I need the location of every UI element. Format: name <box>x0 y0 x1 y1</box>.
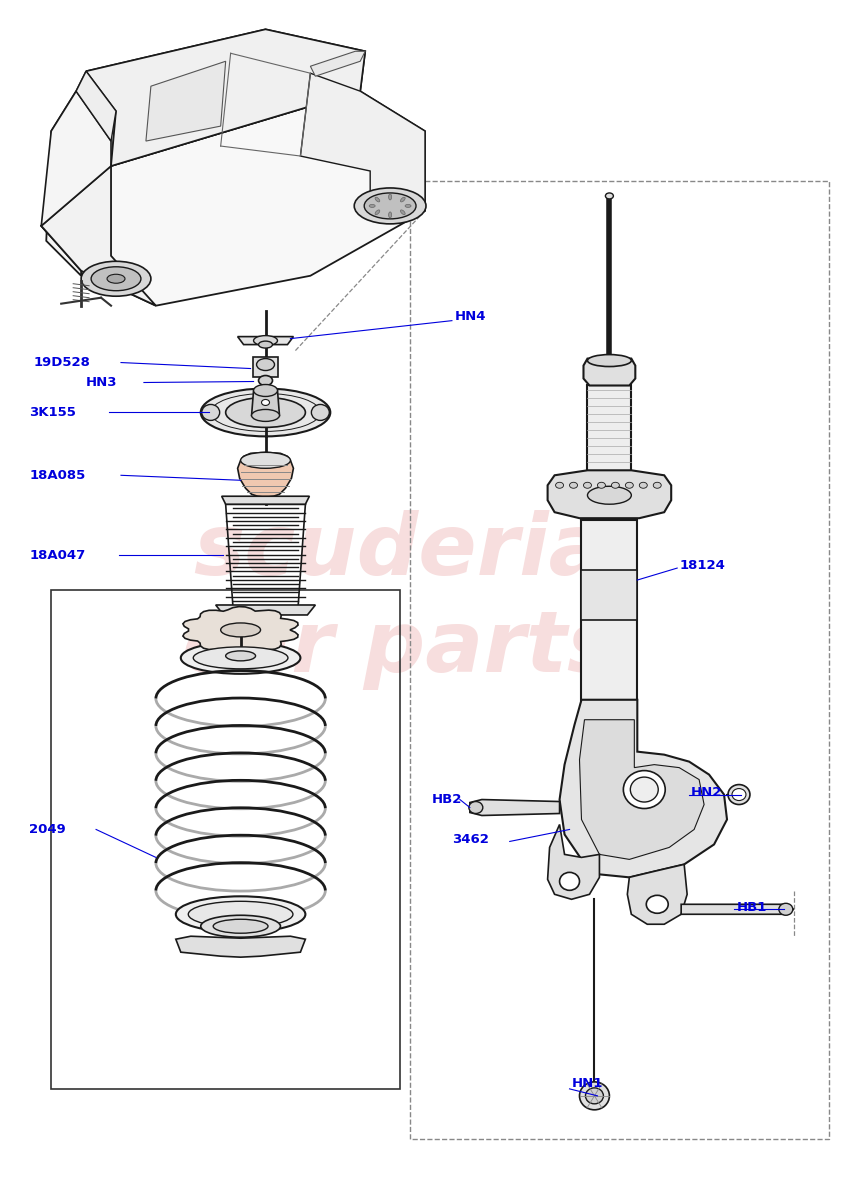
Text: HN3: HN3 <box>86 376 118 389</box>
Ellipse shape <box>587 354 630 366</box>
Text: HN2: HN2 <box>690 786 722 799</box>
Ellipse shape <box>240 452 290 468</box>
Ellipse shape <box>253 336 277 346</box>
Text: HN4: HN4 <box>454 310 486 323</box>
Polygon shape <box>216 605 315 614</box>
Text: 18A047: 18A047 <box>29 548 85 562</box>
Ellipse shape <box>400 197 405 202</box>
Ellipse shape <box>354 188 425 224</box>
Polygon shape <box>238 337 293 344</box>
Ellipse shape <box>731 788 746 800</box>
Ellipse shape <box>188 901 292 928</box>
Ellipse shape <box>579 1082 608 1110</box>
Polygon shape <box>251 390 279 415</box>
Ellipse shape <box>200 389 330 437</box>
Polygon shape <box>310 52 365 77</box>
Ellipse shape <box>369 204 375 208</box>
Ellipse shape <box>778 904 792 916</box>
Polygon shape <box>626 864 687 924</box>
Ellipse shape <box>375 210 379 215</box>
Polygon shape <box>583 359 635 385</box>
Polygon shape <box>86 29 365 166</box>
Ellipse shape <box>226 397 305 427</box>
Ellipse shape <box>389 212 391 218</box>
Ellipse shape <box>253 384 277 396</box>
Ellipse shape <box>583 482 590 488</box>
Ellipse shape <box>181 642 300 674</box>
Ellipse shape <box>256 359 274 371</box>
Ellipse shape <box>193 647 288 668</box>
Ellipse shape <box>638 482 647 488</box>
Text: 18124: 18124 <box>678 558 724 571</box>
Ellipse shape <box>625 482 632 488</box>
Ellipse shape <box>587 486 630 504</box>
Ellipse shape <box>555 482 563 488</box>
Text: 18A085: 18A085 <box>29 469 85 481</box>
Polygon shape <box>76 71 116 142</box>
Ellipse shape <box>375 197 379 202</box>
Ellipse shape <box>311 404 329 420</box>
Ellipse shape <box>221 623 260 637</box>
Ellipse shape <box>176 896 305 932</box>
Ellipse shape <box>226 650 256 661</box>
Polygon shape <box>300 73 424 211</box>
Text: 19D528: 19D528 <box>33 356 90 370</box>
Polygon shape <box>681 905 793 914</box>
Bar <box>252 356 278 377</box>
Ellipse shape <box>251 409 279 421</box>
Ellipse shape <box>646 895 667 913</box>
Ellipse shape <box>91 266 141 290</box>
Text: scuderia
car parts: scuderia car parts <box>181 510 618 690</box>
Ellipse shape <box>405 204 411 208</box>
Ellipse shape <box>605 193 613 199</box>
Ellipse shape <box>727 785 749 804</box>
Polygon shape <box>559 700 726 877</box>
Polygon shape <box>581 520 636 700</box>
Ellipse shape <box>106 275 125 283</box>
Ellipse shape <box>623 770 665 809</box>
Ellipse shape <box>213 919 268 934</box>
Polygon shape <box>176 936 305 958</box>
Ellipse shape <box>469 802 482 814</box>
Polygon shape <box>581 570 636 620</box>
Polygon shape <box>222 497 309 504</box>
Ellipse shape <box>389 194 391 200</box>
Text: 3462: 3462 <box>452 833 488 846</box>
Polygon shape <box>146 61 226 142</box>
Ellipse shape <box>200 916 280 937</box>
Text: 2049: 2049 <box>29 823 66 836</box>
Polygon shape <box>41 166 156 306</box>
Ellipse shape <box>630 778 658 802</box>
Text: HB1: HB1 <box>736 901 767 913</box>
Ellipse shape <box>258 341 272 348</box>
Polygon shape <box>547 470 671 518</box>
Polygon shape <box>238 452 293 497</box>
Polygon shape <box>579 720 703 859</box>
Ellipse shape <box>262 400 269 406</box>
Polygon shape <box>547 824 599 899</box>
Ellipse shape <box>611 482 619 488</box>
Ellipse shape <box>81 262 151 296</box>
Text: 3K155: 3K155 <box>29 406 76 419</box>
Polygon shape <box>587 385 630 520</box>
Polygon shape <box>41 91 111 226</box>
Polygon shape <box>86 29 365 166</box>
Ellipse shape <box>653 482 660 488</box>
Polygon shape <box>41 91 424 306</box>
Ellipse shape <box>400 210 405 215</box>
Text: HB2: HB2 <box>431 793 462 806</box>
Polygon shape <box>41 71 116 276</box>
Ellipse shape <box>364 193 416 218</box>
Ellipse shape <box>559 872 579 890</box>
Ellipse shape <box>584 1088 602 1104</box>
Ellipse shape <box>596 482 605 488</box>
Polygon shape <box>182 606 297 653</box>
Polygon shape <box>469 799 559 816</box>
Ellipse shape <box>569 482 577 488</box>
Text: HN1: HN1 <box>571 1078 602 1091</box>
Ellipse shape <box>201 404 220 420</box>
Ellipse shape <box>258 376 272 385</box>
